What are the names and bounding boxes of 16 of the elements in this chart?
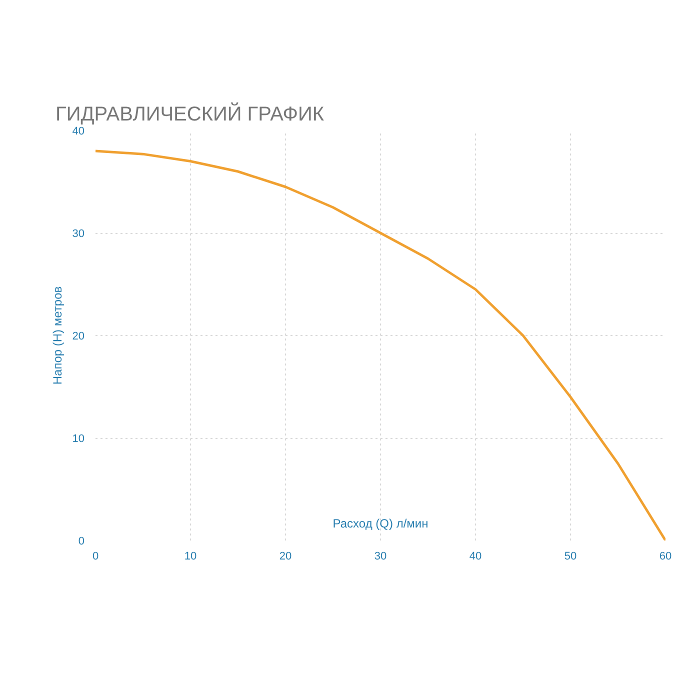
x-tick-label: 0 xyxy=(92,550,99,562)
line-series xyxy=(96,150,666,540)
y-tick-label: 10 xyxy=(72,433,85,445)
x-tick-label: 60 xyxy=(659,550,672,562)
y-tick-label: 40 xyxy=(72,126,85,138)
x-tick-label: 40 xyxy=(469,550,482,562)
x-tick-label: 20 xyxy=(279,550,292,562)
chart-title: ГИДРАВЛИЧЕСКИЙ ГРАФИК xyxy=(56,102,324,126)
x-axis-title: Расход (Q) л/мин xyxy=(332,516,428,530)
y-tick-label: 0 xyxy=(78,536,85,548)
x-tick-label: 10 xyxy=(184,550,197,562)
y-tick-label: 30 xyxy=(72,228,85,240)
x-tick-label: 50 xyxy=(564,550,577,562)
y-tick-label: 20 xyxy=(72,330,85,342)
y-axis-title: Напор (Н) метров xyxy=(50,286,64,385)
x-tick-label: 30 xyxy=(374,550,387,562)
